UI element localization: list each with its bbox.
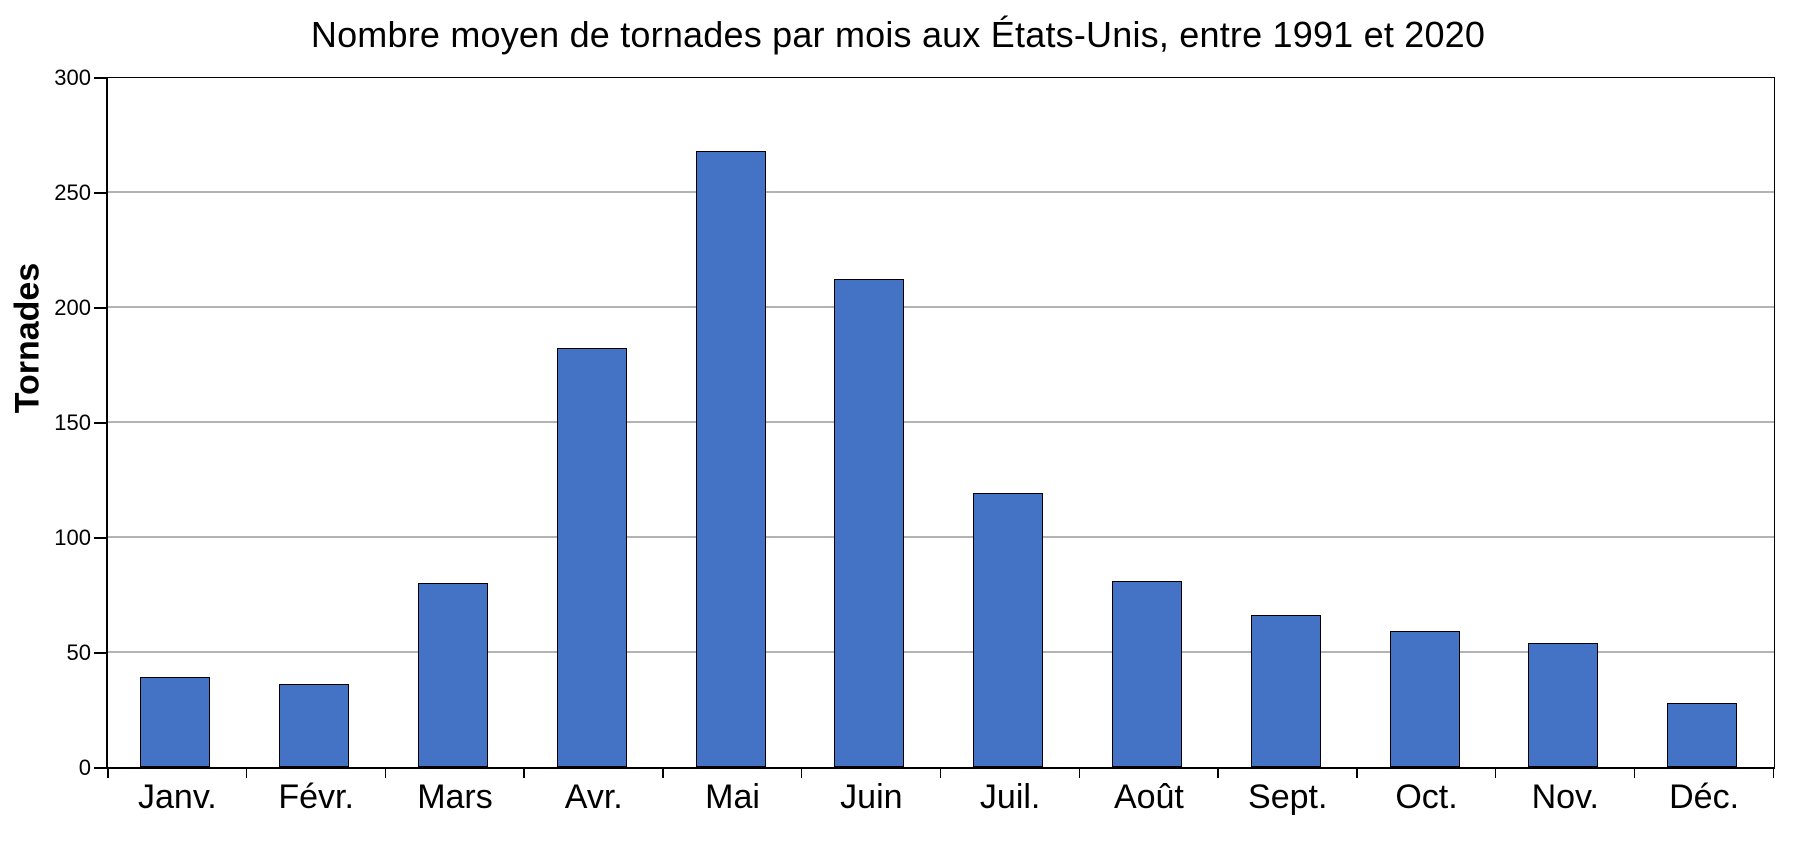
x-tick-mark: [523, 768, 525, 778]
y-tick-mark: [94, 767, 107, 769]
gridline: [108, 191, 1774, 193]
gridline: [108, 536, 1774, 538]
y-tick-mark: [94, 192, 107, 194]
y-tick-mark: [94, 537, 107, 539]
bar-févr: [279, 684, 350, 767]
chart-title: Nombre moyen de tornades par mois aux Ét…: [310, 14, 1486, 55]
y-axis-title: Tornades: [8, 262, 47, 414]
x-tick-mark: [662, 768, 664, 778]
bar-juil: [973, 493, 1044, 767]
bar-nov: [1528, 642, 1599, 767]
y-tick-label: 0: [78, 755, 91, 780]
bar-mai: [695, 150, 766, 767]
x-tick-label: Janv.: [138, 778, 217, 816]
y-tick-label: 300: [54, 65, 91, 90]
x-tick-mark: [1078, 768, 1081, 778]
x-tick-mark: [1633, 768, 1636, 778]
y-tick-mark: [94, 77, 107, 79]
gridline: [108, 651, 1774, 653]
y-tick-label: 250: [54, 180, 91, 205]
bar-juin: [834, 279, 905, 767]
y-tick-label: 50: [66, 640, 91, 665]
x-tick-mark: [107, 768, 109, 778]
x-tick-label: Août: [1113, 778, 1184, 816]
y-tick-mark: [94, 652, 107, 654]
y-tick-mark: [94, 422, 107, 424]
x-tick-mark: [1217, 768, 1219, 778]
x-tick-mark: [1494, 768, 1497, 778]
y-tick-label: 150: [54, 410, 91, 435]
bar-janv: [140, 677, 211, 767]
x-tick-label: Févr.: [278, 778, 354, 816]
bar-sept: [1250, 615, 1321, 767]
x-tick-mark: [939, 768, 942, 778]
bar-déc: [1667, 702, 1738, 767]
x-tick-mark: [384, 768, 387, 778]
x-tick-mark: [245, 768, 248, 778]
gridline: [108, 421, 1774, 423]
bar-mars: [417, 583, 488, 767]
y-tick-label: 200: [54, 295, 91, 320]
plot-area: [106, 77, 1775, 769]
x-tick-label: Mai: [705, 778, 760, 816]
bar-août: [1111, 580, 1182, 767]
x-tick-label: Juil.: [979, 778, 1041, 816]
x-tick-label: Juin: [840, 778, 903, 816]
x-tick-mark: [800, 768, 803, 778]
x-tick-label: Déc.: [1669, 778, 1740, 816]
x-tick-mark: [1356, 768, 1358, 778]
y-tick-mark: [94, 307, 107, 309]
y-tick-label: 100: [54, 525, 91, 550]
gridline: [108, 306, 1774, 308]
bar-oct: [1389, 631, 1460, 767]
x-tick-label: Sept.: [1248, 778, 1328, 816]
x-tick-label: Avr.: [564, 778, 623, 816]
x-tick-mark: [1772, 768, 1774, 778]
x-tick-label: Mars: [417, 778, 493, 816]
x-tick-label: Nov.: [1531, 778, 1599, 816]
bar-avr: [556, 348, 627, 767]
x-tick-label: Oct.: [1395, 778, 1458, 816]
